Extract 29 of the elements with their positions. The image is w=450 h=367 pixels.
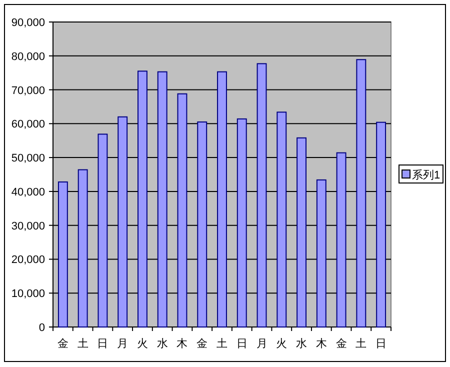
x-tick-label: 火 <box>136 337 148 350</box>
x-tick-label: 土 <box>216 337 228 350</box>
y-tick-label: 10,000 <box>11 288 45 300</box>
x-tick-label: 金 <box>196 338 208 350</box>
y-tick-label: 20,000 <box>11 254 45 266</box>
y-tick-label: 40,000 <box>11 186 45 198</box>
y-tick-label: 90,000 <box>11 17 45 29</box>
x-tick-label: 火 <box>276 337 288 350</box>
x-tick-label: 金 <box>57 338 68 350</box>
x-tick-label: 金 <box>336 338 347 350</box>
x-tick-label: 月 <box>256 338 268 350</box>
x-tick-label: 木 <box>316 337 327 350</box>
x-tick-label: 水 <box>296 337 308 350</box>
x-tick-label: 日 <box>376 338 387 350</box>
y-tick-label: 60,000 <box>11 118 45 131</box>
y-tick-label: 50,000 <box>11 152 45 165</box>
legend-label: 系列1 <box>412 168 440 182</box>
x-tick-label: 日 <box>236 338 248 350</box>
y-tick-label: 0 <box>38 322 45 334</box>
y-tick-label: 70,000 <box>11 84 45 97</box>
y-tick-label: 80,000 <box>11 50 45 63</box>
x-tick-label: 土 <box>356 337 367 350</box>
x-tick-label: 月 <box>117 338 128 350</box>
y-tick-label: 30,000 <box>11 220 45 232</box>
x-tick-label: 土 <box>77 337 88 350</box>
x-tick-label: 木 <box>176 337 188 350</box>
x-tick-label: 日 <box>97 338 108 350</box>
x-tick-label: 水 <box>156 337 168 350</box>
legend: 系列1 <box>398 164 444 184</box>
